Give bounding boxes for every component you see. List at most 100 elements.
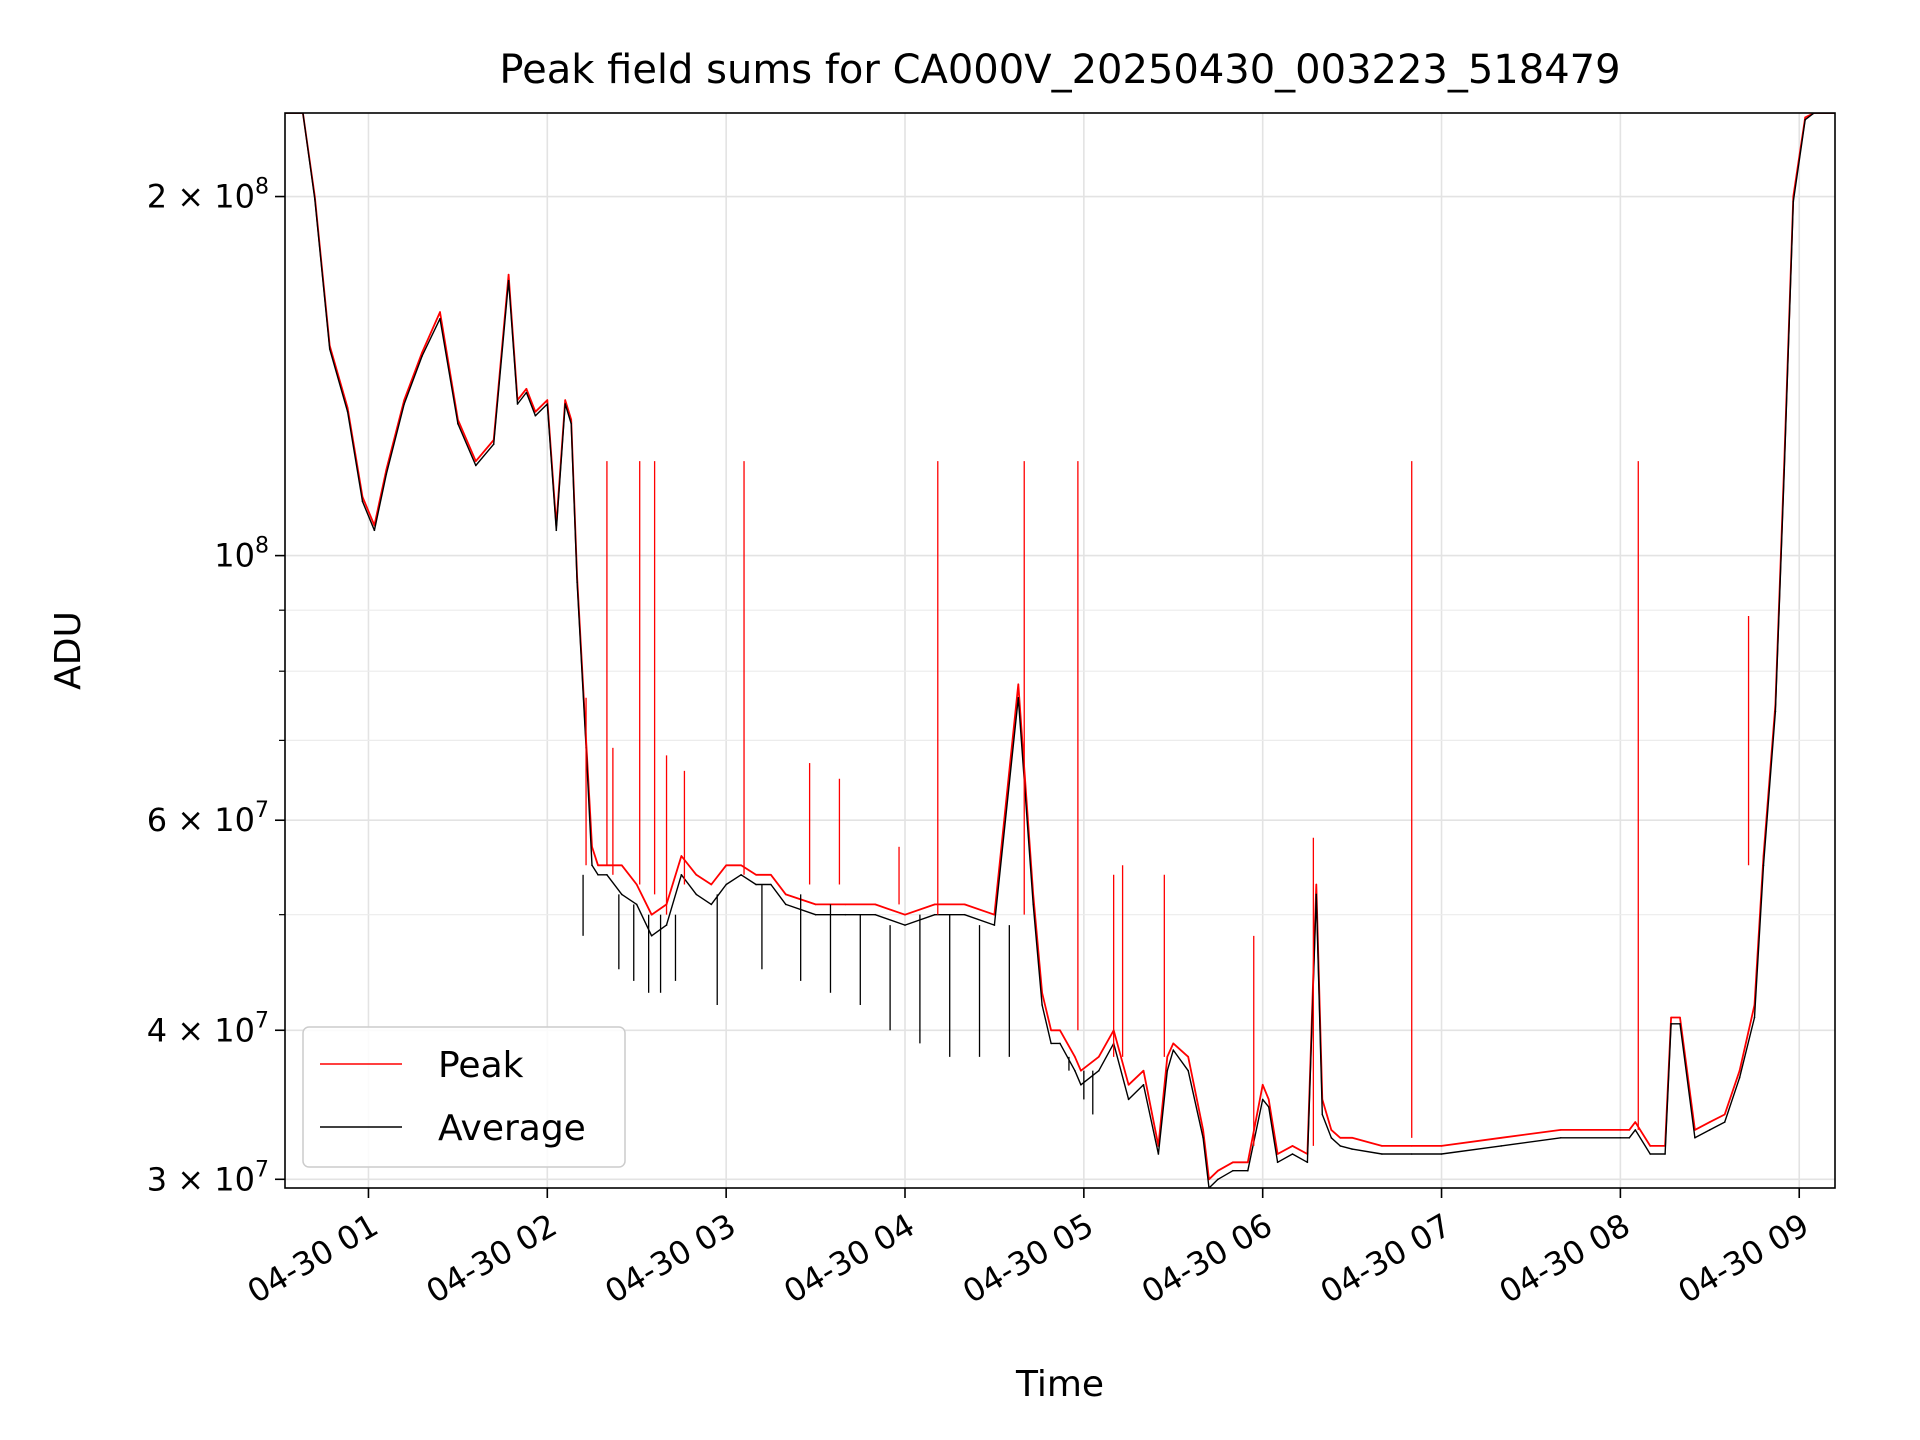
legend: Peak Average — [302, 1026, 626, 1168]
data-point-average — [725, 883, 727, 886]
data-point-average — [457, 422, 459, 425]
data-point-average — [1247, 1169, 1249, 1172]
data-point-average — [844, 913, 847, 916]
data-point-peak — [597, 864, 599, 867]
data-point-average — [993, 924, 996, 926]
data-point-average — [1276, 1161, 1279, 1164]
data-point-peak — [1339, 1137, 1341, 1139]
data-point-peak — [1440, 1145, 1443, 1147]
plot-area — [285, 113, 1835, 1188]
data-point-average — [373, 529, 376, 532]
data-point-average — [1440, 1153, 1443, 1155]
data-point-average — [1670, 1023, 1672, 1025]
data-point-average — [785, 903, 787, 906]
data-point-peak — [1059, 1029, 1061, 1032]
data-point-peak — [1634, 1121, 1637, 1123]
data-point-average — [421, 355, 423, 357]
data-point-average — [576, 581, 578, 583]
data-point-average — [904, 924, 906, 926]
data-point-average — [1306, 1161, 1309, 1164]
data-point-average — [1774, 710, 1777, 713]
data-point-peak — [710, 883, 713, 886]
data-point-peak — [785, 893, 787, 896]
data-point-average — [934, 913, 936, 916]
data-point-average — [1664, 1153, 1666, 1155]
data-point-average — [1172, 1049, 1175, 1051]
data-point-peak — [755, 874, 757, 876]
data-point-average — [1560, 1137, 1562, 1139]
plot-frame — [284, 112, 1836, 1189]
legend-peak-label: Peak — [438, 1045, 524, 1086]
data-point-average — [385, 473, 388, 476]
data-point-peak — [1050, 1029, 1052, 1032]
data-point-average — [1050, 1042, 1052, 1045]
data-point-peak — [1166, 1056, 1169, 1058]
series-line-peak — [285, 113, 1835, 1181]
data-point-peak — [1315, 883, 1318, 886]
legend-box — [302, 1026, 626, 1168]
data-point-average — [1500, 1145, 1502, 1147]
data-point-peak — [1080, 1069, 1082, 1072]
series-group — [285, 113, 1835, 1188]
data-point-peak — [1709, 1121, 1711, 1123]
data-point-average — [361, 500, 364, 503]
data-point-peak — [1187, 1056, 1189, 1058]
data-point-peak — [650, 913, 653, 916]
data-point-average — [1804, 118, 1806, 121]
chart-title: Peak field sums for CA000V_20250430_0032… — [499, 47, 1620, 93]
y-tick-label: 3 × 107 — [147, 1157, 269, 1198]
data-point-average — [665, 924, 668, 926]
data-point-average — [755, 883, 757, 886]
data-point-average — [1166, 1069, 1169, 1072]
data-point-average — [1634, 1129, 1637, 1131]
x-axis-label: Time — [1015, 1364, 1104, 1405]
data-point-average — [1041, 1004, 1043, 1006]
data-point-peak — [1619, 1129, 1622, 1131]
data-point-peak — [1649, 1145, 1651, 1147]
data-point-peak — [1291, 1145, 1294, 1147]
data-point-average — [963, 913, 966, 916]
data-point-average — [1679, 1023, 1681, 1025]
data-point-average — [650, 935, 653, 937]
data-point-peak — [1804, 116, 1806, 119]
data-point-average — [1723, 1121, 1726, 1123]
data-point-peak — [934, 903, 936, 906]
data-point-average — [621, 893, 623, 896]
data-point-peak — [695, 874, 698, 876]
data-point-average — [1098, 1069, 1100, 1072]
data-point-average — [1330, 1137, 1333, 1139]
data-point-peak — [534, 411, 537, 413]
data-point-peak — [904, 913, 906, 916]
data-point-peak — [1247, 1161, 1249, 1164]
data-point-peak — [621, 864, 623, 867]
data-point-peak — [1172, 1042, 1175, 1045]
data-point-peak — [1738, 1069, 1741, 1072]
data-point-average — [597, 874, 599, 876]
data-point-average — [814, 913, 817, 916]
data-point-peak — [1017, 683, 1020, 686]
data-point-average — [740, 874, 742, 876]
data-point-average — [346, 411, 349, 413]
data-point-average — [516, 403, 519, 405]
data-point-average — [1339, 1145, 1341, 1147]
data-point-average — [1032, 903, 1034, 906]
data-point-average — [710, 903, 713, 906]
data-point-average — [1628, 1137, 1631, 1139]
data-point-average — [1315, 893, 1318, 896]
data-point-average — [635, 903, 638, 906]
data-point-average — [1291, 1153, 1294, 1155]
data-point-average — [1351, 1148, 1353, 1150]
data-point-peak — [1267, 1098, 1270, 1101]
data-point-average — [1202, 1137, 1204, 1139]
data-point-peak — [963, 903, 966, 906]
data-point-peak — [1410, 1145, 1413, 1147]
data-point-peak — [1628, 1129, 1631, 1131]
data-point-peak — [507, 273, 510, 276]
data-point-peak — [1232, 1161, 1234, 1164]
data-point-peak — [1351, 1137, 1353, 1139]
data-point-average — [1792, 200, 1795, 203]
data-point-average — [507, 279, 510, 282]
data-point-average — [1694, 1137, 1696, 1139]
